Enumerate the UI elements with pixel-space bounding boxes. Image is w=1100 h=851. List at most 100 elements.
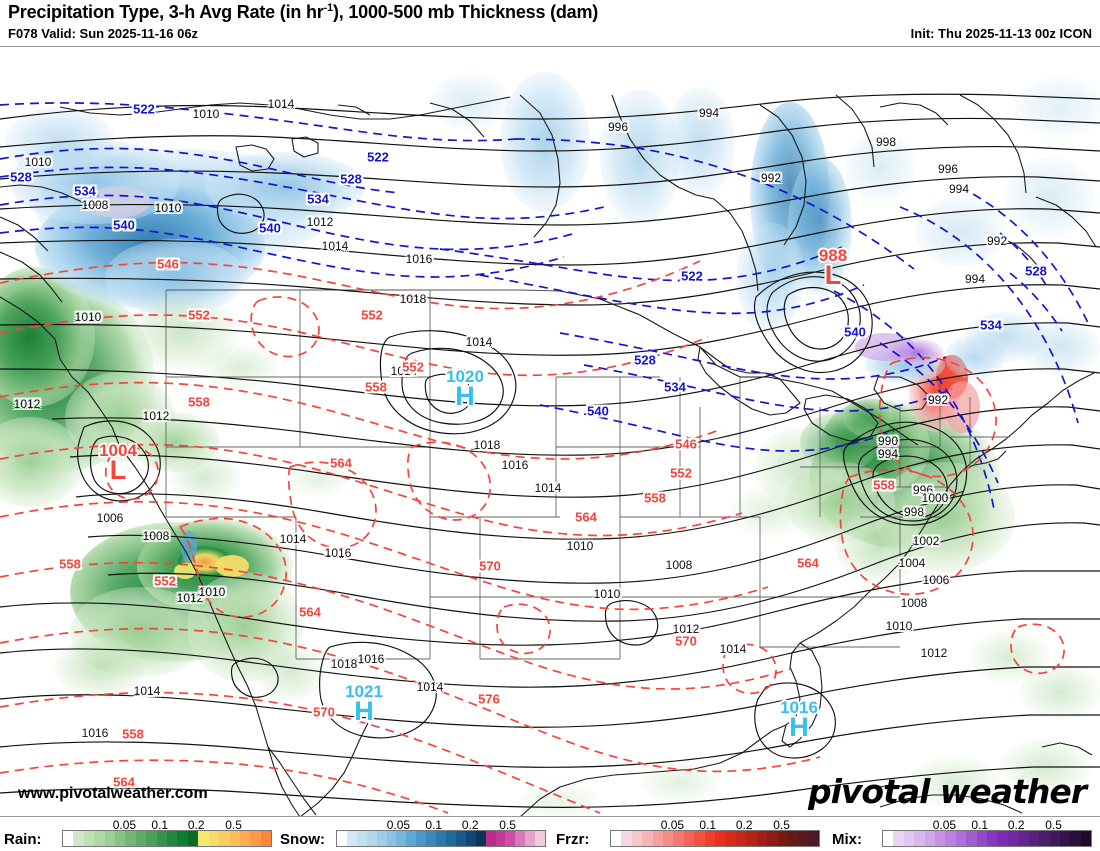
- colorbar-swatch: [386, 831, 397, 846]
- header: Precipitation Type, 3-h Avg Rate (in hr-…: [0, 0, 1100, 46]
- map-svg: [0, 72, 1100, 817]
- colorbar-swatch: [366, 831, 377, 846]
- colorbar-swatch: [903, 831, 915, 846]
- isobar-label: 1010: [154, 201, 182, 215]
- thickness-label-cold: 534: [664, 379, 686, 395]
- colorbar-swatch: [63, 831, 74, 846]
- isobar-label: 1014: [534, 481, 562, 495]
- colorbar-swatch: [673, 831, 684, 846]
- thickness-label-cold: 534: [307, 191, 329, 207]
- colorbar-swatch: [396, 831, 407, 846]
- title-exponent: -1: [323, 2, 334, 14]
- isobar-label: 1010: [566, 539, 594, 553]
- colorbar-swatch: [945, 831, 956, 846]
- colorbar-tick: 0.5: [499, 818, 516, 832]
- colorbar-swatch: [767, 831, 778, 846]
- isobar-label: 1014: [279, 532, 307, 546]
- isobar-label: 1014: [390, 364, 418, 378]
- colorbar-tick: 0.2: [735, 818, 753, 832]
- title-tail: ), 1000-500 mb Thickness (dam): [332, 2, 599, 22]
- legend-bar: Rain: 0.05 0.1 0.2 0.5 Snow: 0.05 0.1 0.2 0.5 Frzr…: [0, 816, 1100, 851]
- map-canvas[interactable]: 988 L 1004 L 1020 H 1021 H 1016 H 1010 1014 1010 100…: [0, 46, 1100, 817]
- thickness-label-cold: 540: [844, 324, 866, 340]
- colorbar-tick: 0.05: [112, 818, 137, 832]
- colorbar-swatch: [346, 831, 357, 846]
- thickness-label-warm: 564: [299, 604, 321, 620]
- colorbar-swatch: [406, 831, 417, 846]
- colorbar-swatch: [683, 831, 695, 846]
- colorbar-label-rain: Rain:: [4, 831, 42, 848]
- colorbar-strip-snow[interactable]: [336, 830, 546, 847]
- thickness-label-cold: 540: [587, 403, 609, 419]
- thickness-label-warm: 546: [157, 256, 179, 272]
- colorbar-tick: 0.2: [461, 818, 479, 832]
- colorbar-swatch: [337, 831, 347, 846]
- colorbar-swatch: [621, 831, 632, 846]
- thickness-label-cold: 528: [634, 352, 656, 368]
- isobar-label: 996: [912, 483, 934, 497]
- isobar-label: 992: [760, 171, 782, 185]
- colorbar-swatch: [156, 831, 168, 846]
- thickness-label-warm: 552: [188, 307, 210, 323]
- title-main: Precipitation Type, 3-h Avg Rate (in hr: [8, 2, 324, 22]
- thickness-label-cold: 528: [1025, 263, 1047, 279]
- colorbar-swatch: [1018, 831, 1029, 846]
- colorbar-swatch: [1028, 831, 1040, 846]
- pressure-symbol: H: [354, 696, 374, 726]
- colorbar-tick: 0.05: [386, 818, 411, 832]
- state-borders-layer: [165, 290, 1010, 660]
- isobar-label: 990: [877, 434, 899, 448]
- isobar-label: 1012: [306, 215, 334, 229]
- colorbar-swatch: [198, 831, 209, 846]
- colorbar-swatch: [611, 831, 622, 846]
- pressure-center-high-sw: 1021 H: [334, 682, 394, 726]
- colorbar-swatch: [1080, 831, 1092, 846]
- isobar-label: 1012: [672, 622, 700, 636]
- isobar-label: 1016: [357, 652, 385, 666]
- thickness-cold-layer: [0, 102, 1091, 510]
- isobar-label: 1014: [133, 684, 161, 698]
- colorbar-swatch: [515, 831, 526, 846]
- brand-watermark: pivotal weather: [807, 772, 1087, 811]
- colorbar-swatch: [1059, 831, 1071, 846]
- isobar-label: 1006: [96, 511, 124, 525]
- colorbar-frzr: Frzr: 0.05 0.1 0.2 0.5: [556, 817, 820, 851]
- colorbar-swatch: [445, 831, 456, 846]
- colorbar-swatch: [219, 831, 230, 846]
- isobar-label: 1010: [24, 155, 52, 169]
- colorbar-ticks-rain: 0.05 0.1 0.2 0.5: [62, 818, 270, 832]
- thickness-label-cold: 522: [133, 101, 155, 117]
- colorbar-swatch: [1039, 831, 1050, 846]
- colorbar-swatch: [146, 831, 157, 846]
- isobar-label: 994: [964, 272, 986, 286]
- colorbar-swatch: [73, 831, 84, 846]
- thickness-label-cold: 540: [259, 220, 281, 236]
- colorbar-swatch: [808, 831, 820, 846]
- isobar-label: 1018: [330, 657, 358, 671]
- isobar-label: 1010: [885, 619, 913, 633]
- colorbar-strip-mix[interactable]: [882, 830, 1092, 847]
- isobar-label: 1004: [898, 556, 926, 570]
- thickness-label-warm: 558: [644, 490, 666, 506]
- isobar-label: 994: [877, 447, 899, 461]
- pressure-value: 1021: [344, 682, 385, 702]
- colorbar-label-snow: Snow:: [280, 831, 325, 848]
- isobar-label: 992: [986, 234, 1008, 248]
- pressure-center-high-florida: 1016 H: [769, 698, 829, 741]
- colorbar-swatch: [997, 831, 1008, 846]
- colorbar-swatch: [436, 831, 446, 846]
- colorbar-swatch: [535, 831, 546, 846]
- isobar-label: 1008: [142, 529, 170, 543]
- pressure-symbol: L: [824, 260, 842, 290]
- colorbar-strip-frzr[interactable]: [610, 830, 820, 847]
- isobar-label: 1018: [399, 292, 427, 306]
- isobar-label: 996: [607, 120, 629, 134]
- site-url-watermark: www.pivotalweather.com: [18, 785, 208, 802]
- pressure-value: 1004: [98, 441, 139, 461]
- colorbar-swatch: [976, 831, 988, 846]
- isobar-label: 1016: [501, 458, 529, 472]
- isobar-label: 1016: [324, 546, 352, 560]
- thickness-label-warm: 558: [188, 394, 210, 410]
- thickness-label-cold: 534: [980, 317, 1002, 333]
- colorbar-strip-rain[interactable]: [62, 830, 272, 847]
